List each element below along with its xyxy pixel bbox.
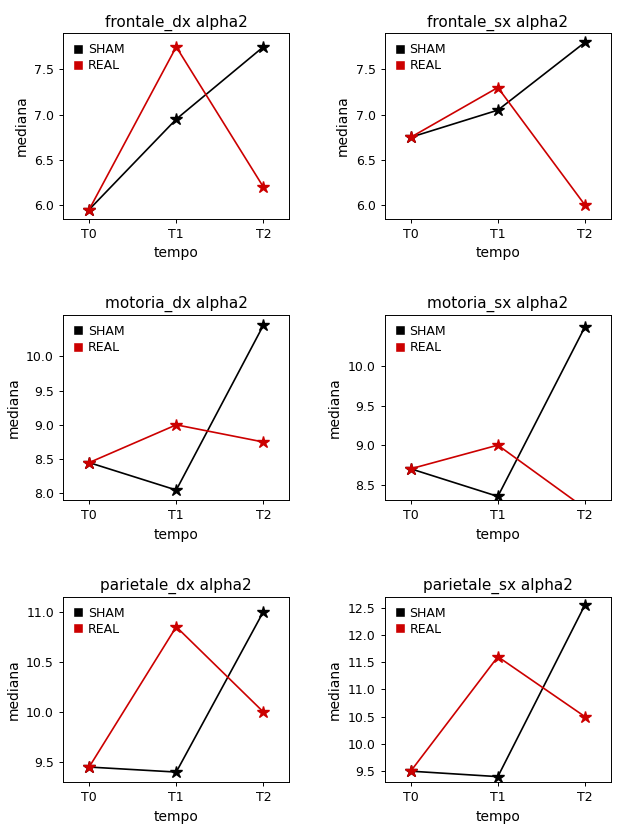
SHAM bbox=[407, 132, 415, 142]
SHAM bbox=[85, 762, 93, 772]
Legend: SHAM, REAL: SHAM, REAL bbox=[69, 40, 129, 77]
Line: REAL: REAL bbox=[83, 418, 270, 469]
Y-axis label: mediana: mediana bbox=[6, 659, 21, 720]
Y-axis label: mediana: mediana bbox=[336, 96, 350, 156]
REAL bbox=[173, 622, 180, 631]
REAL bbox=[407, 766, 415, 776]
SHAM bbox=[173, 767, 180, 777]
X-axis label: tempo: tempo bbox=[476, 246, 520, 260]
Line: SHAM: SHAM bbox=[83, 41, 270, 215]
Title: motoria_sx alpha2: motoria_sx alpha2 bbox=[427, 296, 568, 312]
Line: REAL: REAL bbox=[83, 621, 270, 773]
SHAM bbox=[581, 600, 589, 610]
SHAM bbox=[407, 463, 415, 473]
X-axis label: tempo: tempo bbox=[154, 810, 198, 824]
REAL bbox=[85, 205, 93, 215]
Line: REAL: REAL bbox=[404, 439, 591, 514]
Y-axis label: mediana: mediana bbox=[328, 377, 342, 438]
Title: frontale_dx alpha2: frontale_dx alpha2 bbox=[105, 14, 248, 31]
SHAM bbox=[494, 771, 501, 781]
REAL bbox=[85, 458, 93, 468]
Line: REAL: REAL bbox=[83, 41, 270, 215]
REAL bbox=[407, 132, 415, 142]
Line: SHAM: SHAM bbox=[83, 606, 270, 778]
Y-axis label: mediana: mediana bbox=[328, 659, 342, 720]
REAL bbox=[173, 420, 180, 430]
Title: frontale_sx alpha2: frontale_sx alpha2 bbox=[427, 14, 568, 31]
SHAM bbox=[85, 205, 93, 215]
REAL bbox=[581, 711, 589, 721]
REAL bbox=[260, 707, 267, 717]
Line: SHAM: SHAM bbox=[404, 36, 591, 143]
Line: REAL: REAL bbox=[404, 651, 591, 777]
SHAM bbox=[494, 105, 501, 115]
SHAM bbox=[173, 485, 180, 495]
X-axis label: tempo: tempo bbox=[476, 528, 520, 542]
SHAM bbox=[260, 607, 267, 617]
REAL bbox=[494, 651, 501, 661]
Y-axis label: mediana: mediana bbox=[6, 377, 21, 438]
SHAM bbox=[407, 766, 415, 776]
Title: parietale_sx alpha2: parietale_sx alpha2 bbox=[423, 577, 573, 594]
SHAM bbox=[173, 114, 180, 124]
X-axis label: tempo: tempo bbox=[154, 528, 198, 542]
Y-axis label: mediana: mediana bbox=[14, 96, 28, 156]
REAL bbox=[581, 503, 589, 513]
REAL bbox=[407, 463, 415, 473]
Legend: SHAM, REAL: SHAM, REAL bbox=[391, 40, 450, 77]
SHAM bbox=[494, 492, 501, 502]
Line: SHAM: SHAM bbox=[404, 320, 591, 503]
Legend: SHAM, REAL: SHAM, REAL bbox=[69, 321, 129, 358]
Line: SHAM: SHAM bbox=[83, 319, 270, 497]
SHAM bbox=[581, 322, 589, 332]
Legend: SHAM, REAL: SHAM, REAL bbox=[391, 321, 450, 358]
Legend: SHAM, REAL: SHAM, REAL bbox=[391, 603, 450, 640]
Title: motoria_dx alpha2: motoria_dx alpha2 bbox=[105, 296, 248, 312]
Line: REAL: REAL bbox=[404, 82, 591, 211]
SHAM bbox=[260, 42, 267, 52]
REAL bbox=[173, 42, 180, 52]
REAL bbox=[581, 200, 589, 210]
REAL bbox=[260, 182, 267, 192]
REAL bbox=[494, 82, 501, 92]
SHAM bbox=[260, 320, 267, 330]
X-axis label: tempo: tempo bbox=[476, 810, 520, 824]
SHAM bbox=[581, 37, 589, 47]
REAL bbox=[260, 437, 267, 447]
Line: SHAM: SHAM bbox=[404, 599, 591, 783]
Legend: SHAM, REAL: SHAM, REAL bbox=[69, 603, 129, 640]
SHAM bbox=[85, 458, 93, 468]
REAL bbox=[494, 440, 501, 450]
REAL bbox=[85, 762, 93, 772]
Title: parietale_dx alpha2: parietale_dx alpha2 bbox=[100, 577, 252, 594]
X-axis label: tempo: tempo bbox=[154, 246, 198, 260]
